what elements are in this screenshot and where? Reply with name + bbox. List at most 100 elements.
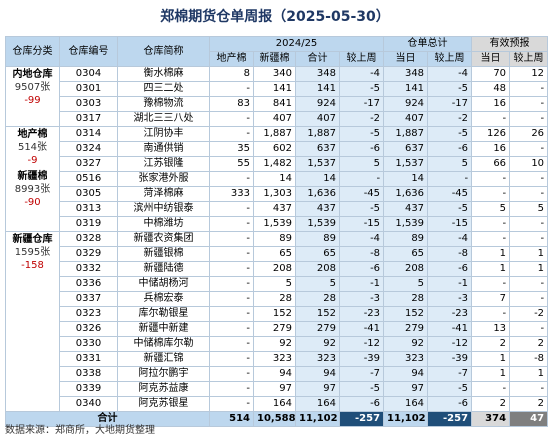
table-row: 0323 库尔勒银星 -152 152 -23 152 -23- -2	[6, 306, 549, 322]
cell-wow: -45	[338, 186, 385, 202]
cell-local: 55	[209, 156, 254, 172]
header-wow: 较上周	[338, 51, 385, 67]
cell-fcw: 1	[509, 246, 549, 262]
cell-fc: -	[471, 381, 511, 397]
cell-xj: 92	[253, 336, 296, 352]
cell-sum: 14	[295, 171, 340, 187]
cell-today: 637	[383, 141, 429, 157]
cell-wow2: -45	[427, 186, 473, 202]
cell-fcw: -	[509, 81, 549, 97]
cell-code: 0331	[59, 351, 118, 367]
cell-wow2: -17	[427, 96, 473, 112]
cell-wow2: -23	[427, 306, 473, 322]
report-title: 郑棉期货仓单周报（2025-05-30）	[160, 9, 390, 25]
table-row: 地产棉 514张 -9 新疆棉 8993张 -90 0314 江阴协丰 -1,887 1,887-…	[5, 126, 549, 232]
cell-today: 1,537	[383, 156, 429, 172]
cell-today: 97	[383, 381, 429, 397]
header-2024: 2024/25	[208, 36, 385, 52]
cell-fcw: -	[509, 111, 549, 127]
cell-wow2: -6	[427, 396, 473, 412]
cell-name: 库尔勒银星	[117, 306, 210, 322]
cell-wow2: 5	[427, 156, 473, 172]
group-count: 8993张	[14, 184, 51, 195]
group-name: 地产棉	[17, 129, 48, 140]
cell-xj: 141	[253, 81, 296, 97]
cell-fc: 70	[471, 66, 511, 82]
warehouse-group-cell: 内地仓库 9507张 -99	[5, 66, 60, 127]
cell-wow: -5	[338, 81, 385, 97]
cell-sum: 97	[295, 381, 340, 397]
table-row: 0329 新疆银棉 -65 65 -8 65 -8 1 1	[6, 246, 549, 262]
cell-today: 141	[383, 81, 429, 97]
cell-wow: -17	[338, 96, 385, 112]
header-sum: 合计	[295, 51, 340, 67]
cell-wow2: -15	[427, 216, 473, 232]
cell-fc: -	[471, 231, 511, 247]
group-change: -9	[27, 155, 38, 166]
table-row: 0324 南通供销 35 602 637 -6 637 -6 16-	[6, 141, 549, 157]
cell-local: -	[209, 201, 254, 217]
cell-local: -	[209, 351, 254, 367]
cell-local: -	[209, 396, 254, 412]
cell-fcw: 5	[509, 201, 549, 217]
total-fcw: 47	[509, 411, 549, 427]
cell-xj: 841	[253, 96, 296, 112]
cell-wow: -1	[338, 276, 385, 292]
table-row: 0330 中储棉库尔勒 -92 92 -12 92 -12 2 2	[6, 336, 549, 352]
cell-xj: 28	[253, 291, 296, 307]
cell-xj: 279	[253, 321, 296, 337]
cell-today: 1,636	[383, 186, 429, 202]
table-row: 0326 新疆中新建 -279 279 -41 279 -41 13-	[6, 321, 549, 337]
cell-wow: -4	[338, 231, 385, 247]
table-body: 内地仓库 9507张 -99 0304 衡水棉麻 8 340 348 -4 348 -4 70 12 03…	[5, 66, 549, 427]
group-name: 新疆仓库	[12, 234, 53, 245]
cell-xj: 1,482	[253, 156, 296, 172]
cell-local: -	[209, 216, 254, 232]
cell-code: 0336	[59, 276, 118, 292]
cell-wow2: -12	[427, 336, 473, 352]
cell-local: -	[209, 111, 254, 127]
cell-code: 0319	[59, 216, 118, 232]
table-row: 0319 中棉潍坊 -1,539 1,539 -15 1,539 -15- -	[6, 216, 549, 232]
cell-code: 0338	[59, 366, 118, 382]
cell-today: 89	[383, 231, 429, 247]
warehouse-group-cell: 新疆仓库 1595张 -158	[5, 231, 60, 412]
cell-code: 0323	[59, 306, 118, 322]
cell-fcw: 10	[509, 156, 549, 172]
table-row: 0340 阿克苏银星 -164 164 -6 164 -6 2 2	[6, 396, 549, 412]
total-fc: 374	[471, 411, 511, 427]
cell-wow: -15	[338, 216, 385, 232]
cell-wow2: -3	[427, 291, 473, 307]
cell-name: 菏泽棉麻	[117, 186, 210, 202]
total-row: 合计 514 10,588 11,102 -257 11,102 -257 374 47	[5, 411, 549, 427]
cell-sum: 407	[295, 111, 340, 127]
cell-name: 湖北三三八处	[117, 111, 210, 127]
cell-code: 0330	[59, 336, 118, 352]
total-xj: 10,588	[253, 411, 296, 427]
cell-fc: 7	[471, 291, 511, 307]
cell-sum: 208	[295, 261, 340, 277]
cell-fc: -	[471, 306, 511, 322]
cell-name: 新疆银棉	[117, 246, 210, 262]
total-local: 514	[209, 411, 254, 427]
table-row: 0327 江苏银隆 55 1,482 1,537 5 1,537 5 66 10	[6, 156, 549, 172]
header-fc-wow: 较上周	[509, 51, 549, 67]
header-total: 仓单总计	[383, 36, 473, 52]
cell-xj: 164	[253, 396, 296, 412]
cell-local: -	[209, 306, 254, 322]
cell-today: 164	[383, 396, 429, 412]
cell-name: 衡水棉麻	[117, 66, 210, 82]
cell-wow2: -5	[427, 201, 473, 217]
source-note: 数据来源：郑商所，大地期货整理	[5, 425, 155, 436]
cell-local: -	[209, 81, 254, 97]
cell-name: 滨州中纺银泰	[117, 201, 210, 217]
cell-fcw: -	[509, 381, 549, 397]
group-name: 新疆棉	[17, 171, 48, 182]
header-today: 当日	[383, 51, 429, 67]
cell-sum: 141	[295, 81, 340, 97]
cell-code: 0301	[59, 81, 118, 97]
cell-xj: 1,539	[253, 216, 296, 232]
cell-sum: 1,887	[295, 126, 340, 142]
group-change: -99	[24, 95, 41, 106]
cell-name: 江苏银隆	[117, 156, 210, 172]
